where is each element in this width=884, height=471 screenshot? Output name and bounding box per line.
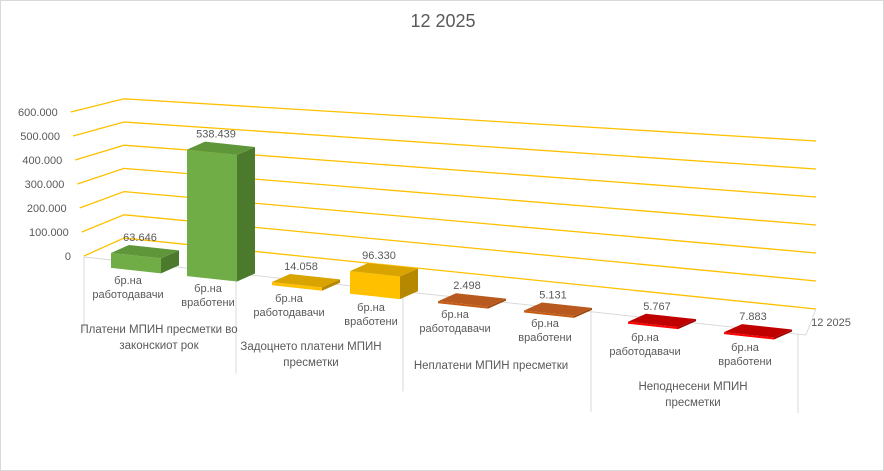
category-group-label: пресметки: [283, 357, 338, 369]
bar-side: [161, 250, 179, 274]
category-group-label: Платени МПИН пресметки во: [80, 324, 237, 336]
data-label: 7.883: [739, 311, 767, 323]
data-label: 14.058: [284, 261, 318, 273]
data-label: 5.131: [539, 290, 567, 302]
bar-front: [628, 321, 678, 330]
category-item-label: работодавачи: [253, 307, 324, 319]
category-group-label: Неподнесени МПИН: [638, 381, 747, 393]
depth-axis-line: [805, 308, 817, 336]
gridline: [72, 121, 817, 170]
chart-title: 12 2025: [410, 11, 476, 31]
y-tick-label: 500.000: [20, 131, 60, 143]
data-label: 2.498: [453, 280, 481, 292]
gridline: [75, 144, 817, 198]
category-item-label: бр.на: [731, 342, 760, 354]
bar-top: [438, 293, 506, 307]
data-label: 538.439: [196, 129, 236, 141]
category-item-label: работодавачи: [92, 289, 163, 301]
y-tick-label: 300.000: [25, 179, 65, 191]
bar-top: [628, 313, 696, 328]
gridline: [77, 167, 817, 226]
y-tick-label: 400.000: [22, 155, 62, 167]
bar-front: [438, 301, 488, 309]
y-tick-label: 200.000: [27, 203, 67, 215]
bar-side: [488, 298, 506, 309]
bar-side: [774, 329, 792, 340]
bar-top: [187, 141, 255, 155]
bar-front: [111, 252, 161, 274]
category-item-label: бр.на: [357, 302, 386, 314]
category-group-label: пресметки: [665, 397, 720, 409]
y-tick-label: 100.000: [29, 227, 69, 239]
bar-top: [724, 324, 792, 338]
category-item-label: бр.на: [531, 318, 560, 330]
data-label: 5.767: [643, 301, 671, 313]
category-item-label: бр.на: [275, 293, 304, 305]
y-tick-label: 600.000: [18, 107, 58, 119]
bar-front: [187, 149, 237, 282]
category-group-label: Неплатени МПИН пресметки: [414, 360, 568, 372]
category-item-label: вработени: [518, 332, 572, 344]
bar-front: [272, 282, 322, 291]
gridline: [83, 237, 817, 310]
category-group-label: Задоцнето платени МПИН: [240, 341, 381, 353]
bar-top: [350, 263, 418, 277]
data-label: 63.646: [123, 232, 157, 244]
bar-top: [272, 274, 340, 288]
series-axis-label: 12 2025: [811, 317, 851, 329]
gridline: [70, 98, 817, 142]
bar-front: [350, 271, 400, 300]
category-item-label: вработени: [718, 356, 772, 368]
bar-front: [524, 310, 574, 318]
bar-front: [724, 332, 774, 340]
category-item-label: работодавачи: [609, 346, 680, 358]
bar-side: [237, 146, 255, 282]
gridline: [79, 190, 817, 254]
bar-side: [678, 319, 696, 330]
bar-top: [111, 244, 179, 259]
category-item-label: бр.на: [114, 275, 143, 287]
bar-side: [574, 307, 592, 318]
y-tick-label: 0: [65, 251, 71, 263]
category-item-label: вработени: [181, 297, 235, 309]
bar-side: [322, 279, 340, 291]
gridline: [81, 214, 817, 282]
category-item-label: бр.на: [631, 332, 660, 344]
data-label: 96.330: [362, 250, 396, 262]
category-item-label: работодавачи: [419, 323, 490, 335]
category-group-label: законскиот рок: [119, 340, 199, 352]
category-item-label: вработени: [344, 316, 398, 328]
category-item-label: бр.на: [194, 283, 223, 295]
bar-side: [400, 268, 418, 300]
category-item-label: бр.на: [441, 309, 470, 321]
bar-top: [524, 302, 592, 316]
